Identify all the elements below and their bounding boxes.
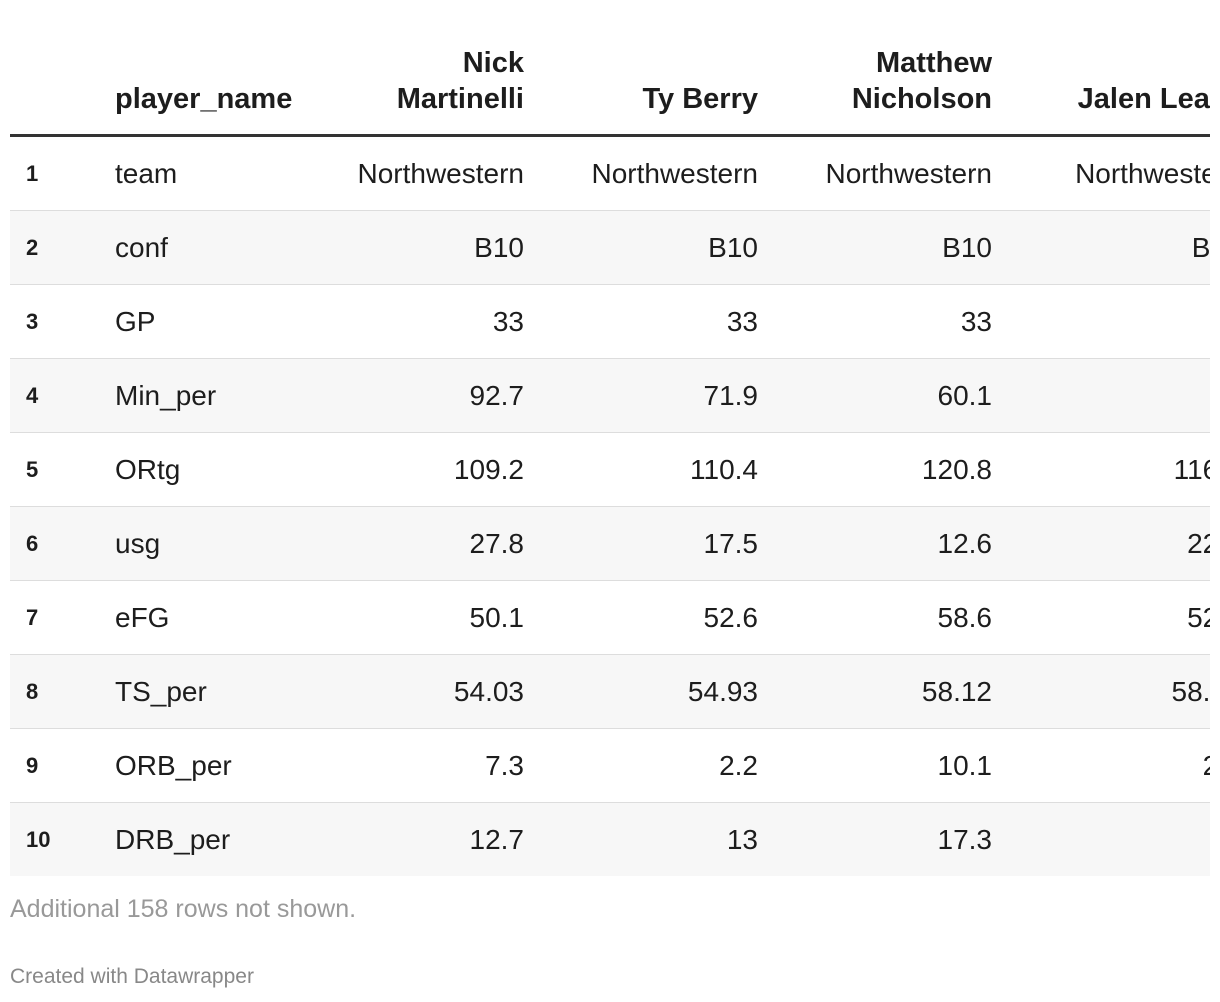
table-row: 1 team Northwestern Northwestern Northwester… (10, 137, 1210, 211)
table-cell-value: 33 (726, 306, 758, 337)
table-cell-value: 92.7 (469, 380, 525, 411)
table-cell-value: B1 (1191, 232, 1210, 263)
table-cell-value: 2. (1203, 729, 1210, 802)
table-cell-value: 12.7 (469, 824, 525, 855)
table-cell-value: 27.8 (469, 528, 525, 559)
table-cell-value: 58.6 (1171, 676, 1211, 707)
row-field-name: conf (115, 232, 168, 263)
table-header-row: player_name Nick Martinelli Ty Berry Mat… (10, 40, 1210, 137)
row-index: 5 (26, 457, 39, 482)
table-cell-value: 52.6 (703, 602, 759, 633)
table-cell-value: 54.03 (453, 676, 524, 707)
table-cell-value: 12.6 (937, 528, 993, 559)
table-cell-value: B10 (708, 232, 758, 263)
table-row: 10 DRB_per 12.7 13 17.3 (10, 803, 1210, 876)
table-cell-value: Northwestern (591, 158, 758, 189)
table-cell-value: 116. (1173, 454, 1210, 485)
data-table: player_name Nick Martinelli Ty Berry Mat… (10, 40, 1210, 876)
rows-not-shown-note: Additional 158 rows not shown. (10, 895, 357, 923)
table-row: 9 ORB_per 7.3 2.2 10.1 2. (10, 729, 1210, 803)
row-index: 4 (26, 383, 39, 408)
table-row: 3GP3333332 (10, 285, 1210, 359)
row-field-name: ORB_per (115, 750, 232, 781)
table-cell-value: 110.4 (690, 454, 758, 485)
row-field-name: TS_per (115, 676, 207, 707)
table-body: 1 team Northwestern Northwestern Northwester… (10, 137, 1210, 876)
table-cell-value: 71.9 (703, 380, 759, 411)
row-index: 9 (26, 753, 39, 778)
row-index: 1 (26, 161, 39, 186)
table-cell-value: B10 (942, 232, 992, 263)
row-index: 8 (26, 679, 39, 704)
table-cell-value: 50.1 (469, 602, 525, 633)
column-header-jalen-leach: Jalen Leac (1077, 83, 1210, 115)
table-row: 5 ORtg 109.2 110.4 120.8 116. (10, 433, 1210, 507)
row-field-name: GP (115, 306, 156, 337)
table-cell-value: 33 (960, 306, 992, 337)
row-field-name: eFG (115, 602, 170, 633)
row-index: 10 (26, 827, 51, 852)
row-field-name: usg (115, 528, 161, 559)
table-row: 7 eFG 50.1 52.6 58.6 52. (10, 581, 1210, 655)
row-index: 6 (26, 531, 39, 556)
table-cell-value: 58.12 (921, 676, 992, 707)
table-cell-value: Northwestern (357, 158, 524, 189)
row-field-name: team (115, 158, 178, 189)
table-cell-value: 13 (726, 824, 758, 855)
column-header-ty-berry: Ty Berry (642, 83, 758, 115)
table-cell-value: 58.6 (937, 602, 993, 633)
table-row: 6 usg 27.8 17.5 12.6 22. (10, 507, 1210, 581)
table-cell-value: 17.3 (937, 824, 993, 855)
table-row: 8 TS_per 54.03 54.93 58.12 58.6 (10, 655, 1210, 729)
row-index: 7 (26, 605, 39, 630)
table-cell-value: 2.2 (719, 750, 758, 781)
datawrapper-credit: Created with Datawrapper (10, 965, 254, 988)
table-cell-value: 52. (1187, 602, 1210, 633)
table-cell-value: 120.8 (921, 454, 992, 485)
table-cell-value: Northwestern (825, 158, 992, 189)
column-header-matthew-nicholson: Matthew Nicholson (851, 47, 992, 115)
table-row: 2 conf B10 B10 B10 B1 (10, 211, 1210, 285)
table-cell-value: 17.5 (703, 528, 759, 559)
table-cell-value: 109.2 (453, 454, 524, 485)
row-field-name: Min_per (115, 380, 217, 411)
row-field-name: ORtg (115, 454, 181, 485)
table-cell-value: 7.3 (485, 750, 524, 781)
table-cell-value: Northwester (1075, 158, 1210, 189)
row-index: 2 (26, 235, 39, 260)
table-cell-value: 33 (492, 306, 524, 337)
table-cell-value: 60.1 (937, 380, 993, 411)
table-cell-value: B10 (474, 232, 524, 263)
column-header-player-name: player_name (115, 83, 293, 115)
table-cell-value: 54.93 (687, 676, 758, 707)
row-field-name: DRB_per (115, 824, 231, 855)
column-header-nick-martinelli: Nick Martinelli (396, 47, 524, 115)
datawrapper-table-chart: player_name Nick Martinelli Ty Berry Mat… (10, 0, 1210, 1002)
row-index: 3 (26, 309, 39, 334)
table-cell-value: 22. (1187, 528, 1210, 559)
table-cell-value: 10.1 (937, 750, 993, 781)
